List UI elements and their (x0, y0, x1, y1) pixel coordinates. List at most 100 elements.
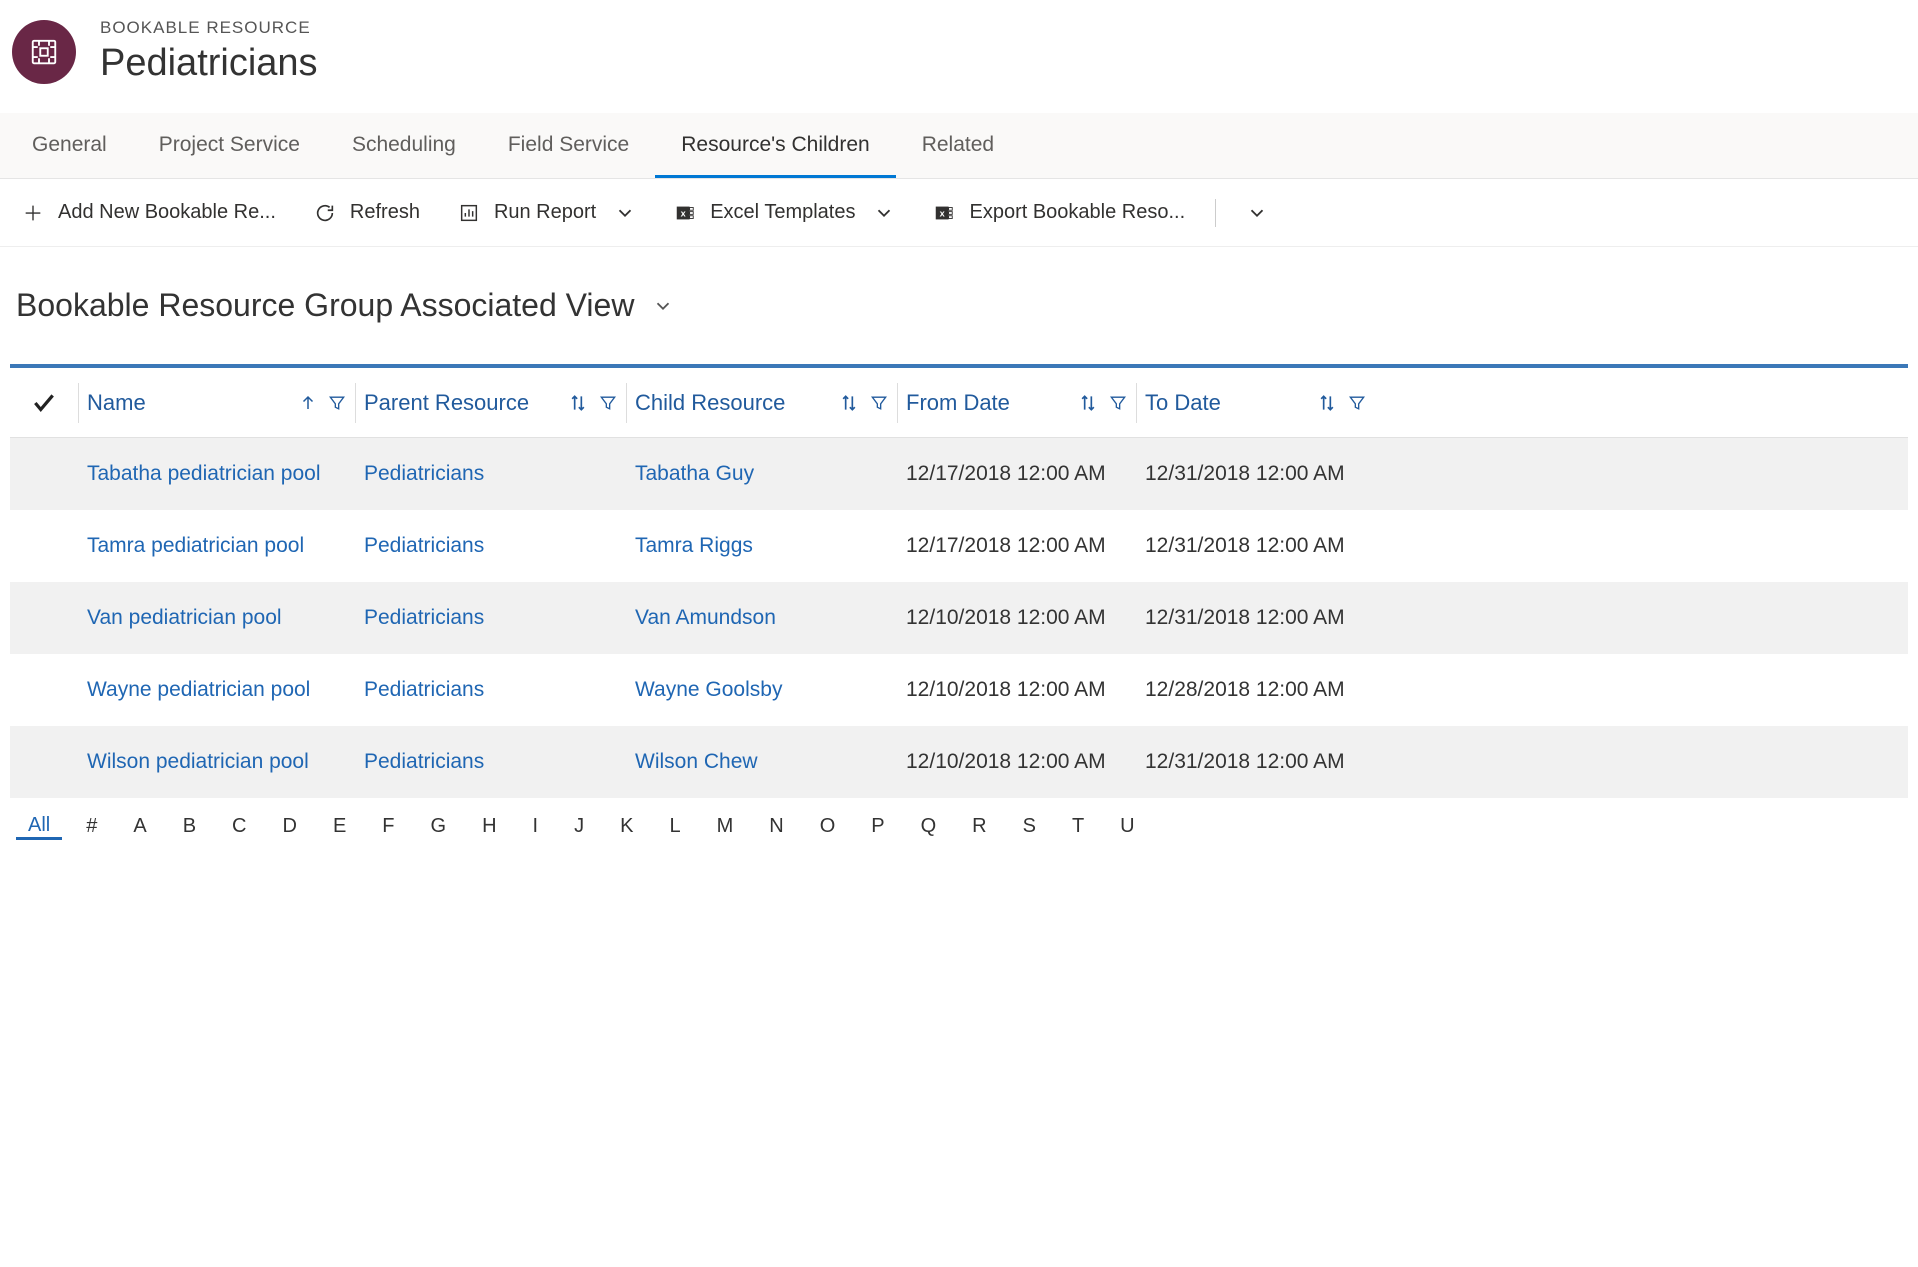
toolbar-separator (1215, 199, 1216, 227)
add-new-button[interactable]: Add New Bookable Re... (8, 195, 290, 230)
alpha-filter-g[interactable]: G (419, 813, 459, 840)
record-header: BOOKABLE RESOURCE Pediatricians (0, 0, 1918, 113)
alpha-filter-p[interactable]: P (859, 813, 896, 840)
table-row[interactable]: Tabatha pediatrician pool Pediatricians Ta… (10, 438, 1908, 510)
entity-name: Pediatricians (100, 42, 318, 85)
report-icon (458, 202, 480, 224)
alpha-filter-k[interactable]: K (608, 813, 645, 840)
cell-name-link[interactable]: Wilson pediatrician pool (87, 750, 309, 773)
cell-from-date: 12/10/2018 12:00 AM (906, 678, 1106, 701)
tab-project-service[interactable]: Project Service (133, 113, 326, 178)
cell-parent-link[interactable]: Pediatricians (364, 678, 484, 701)
refresh-button[interactable]: Refresh (300, 195, 434, 230)
alpha-filter-c[interactable]: C (220, 813, 258, 840)
alpha-filter-bar: All # ABCDEFGHIJKLMNOPQRSTU (0, 798, 1918, 848)
cell-parent-link[interactable]: Pediatricians (364, 606, 484, 629)
view-title: Bookable Resource Group Associated View (16, 287, 634, 324)
tab-scheduling[interactable]: Scheduling (326, 113, 482, 178)
cell-to-date: 12/31/2018 12:00 AM (1145, 750, 1345, 773)
excel-icon: x (933, 202, 955, 224)
cell-child-link[interactable]: Wilson Chew (635, 750, 758, 773)
alpha-filter-l[interactable]: L (657, 813, 692, 840)
chevron-down-icon (614, 202, 636, 224)
col-header-name[interactable]: Name (79, 368, 355, 437)
tab-related[interactable]: Related (896, 113, 1020, 178)
grid-header: Name Parent Resource Child Resource From… (10, 368, 1908, 438)
alpha-filter-i[interactable]: I (521, 813, 551, 840)
alpha-filter-a[interactable]: A (121, 813, 158, 840)
tab-field-service[interactable]: Field Service (482, 113, 655, 178)
alpha-filter-m[interactable]: M (705, 813, 746, 840)
tab-resource-s-children[interactable]: Resource's Children (655, 113, 895, 178)
cell-parent-link[interactable]: Pediatricians (364, 462, 484, 485)
more-commands-button[interactable] (1232, 196, 1282, 230)
refresh-icon (314, 202, 336, 224)
cell-name-link[interactable]: Tabatha pediatrician pool (87, 462, 321, 485)
cell-from-date: 12/10/2018 12:00 AM (906, 606, 1106, 629)
alpha-filter-#[interactable]: # (74, 813, 109, 840)
alpha-filter-b[interactable]: B (171, 813, 208, 840)
cell-parent-link[interactable]: Pediatricians (364, 534, 484, 557)
run-report-label: Run Report (494, 201, 596, 224)
tab-general[interactable]: General (6, 113, 133, 178)
alpha-filter-t[interactable]: T (1060, 813, 1096, 840)
export-label: Export Bookable Reso... (969, 201, 1185, 224)
col-header-label: Parent Resource (364, 390, 558, 416)
cell-to-date: 12/31/2018 12:00 AM (1145, 606, 1345, 629)
sort-icon (1078, 393, 1098, 413)
excel-templates-button[interactable]: x Excel Templates (660, 195, 909, 230)
alpha-filter-j[interactable]: J (562, 813, 596, 840)
cell-child-link[interactable]: Van Amundson (635, 606, 776, 629)
alpha-filter-n[interactable]: N (757, 813, 795, 840)
grid-body: Tabatha pediatrician poolPediatriciansTa… (10, 438, 1908, 798)
alpha-filter-r[interactable]: R (960, 813, 998, 840)
cell-name-link[interactable]: Van pediatrician pool (87, 606, 282, 629)
filter-icon[interactable] (1108, 393, 1128, 413)
export-button[interactable]: x Export Bookable Reso... (919, 195, 1199, 230)
table-row[interactable]: Wayne pediatrician pool Pediatricians Wayn… (10, 654, 1908, 726)
plus-icon (22, 202, 44, 224)
cell-name-link[interactable]: Tamra pediatrician pool (87, 534, 304, 557)
cell-child-link[interactable]: Tamra Riggs (635, 534, 753, 557)
cell-name-link[interactable]: Wayne pediatrician pool (87, 678, 310, 701)
filter-icon[interactable] (327, 393, 347, 413)
sort-icon (568, 393, 588, 413)
filter-icon[interactable] (869, 393, 889, 413)
col-header-label: To Date (1145, 390, 1307, 416)
cell-from-date: 12/17/2018 12:00 AM (906, 534, 1106, 557)
cell-from-date: 12/10/2018 12:00 AM (906, 750, 1106, 773)
entity-type-label: BOOKABLE RESOURCE (100, 18, 318, 38)
table-row[interactable]: Wilson pediatrician pool Pediatricians Wil… (10, 726, 1908, 798)
view-selector-chevron-icon[interactable] (652, 295, 674, 317)
table-row[interactable]: Van pediatrician pool Pediatricians Van Am… (10, 582, 1908, 654)
alpha-filter-u[interactable]: U (1108, 813, 1146, 840)
view-selector-row: Bookable Resource Group Associated View (0, 247, 1918, 364)
table-row[interactable]: Tamra pediatrician pool Pediatricians Tamr… (10, 510, 1908, 582)
chevron-down-icon (873, 202, 895, 224)
alpha-filter-s[interactable]: S (1011, 813, 1048, 840)
cell-from-date: 12/17/2018 12:00 AM (906, 462, 1106, 485)
alpha-filter-f[interactable]: F (370, 813, 406, 840)
col-header-child[interactable]: Child Resource (627, 368, 897, 437)
form-tabs: GeneralProject ServiceSchedulingField Se… (0, 113, 1918, 179)
select-all-checkbox[interactable] (10, 390, 78, 416)
filter-icon[interactable] (598, 393, 618, 413)
alpha-filter-h[interactable]: H (470, 813, 508, 840)
alpha-filter-q[interactable]: Q (909, 813, 949, 840)
cell-child-link[interactable]: Wayne Goolsby (635, 678, 782, 701)
run-report-button[interactable]: Run Report (444, 195, 650, 230)
cell-parent-link[interactable]: Pediatricians (364, 750, 484, 773)
col-header-to[interactable]: To Date (1137, 368, 1375, 437)
alpha-filter-o[interactable]: O (808, 813, 848, 840)
col-header-from[interactable]: From Date (898, 368, 1136, 437)
cell-child-link[interactable]: Tabatha Guy (635, 462, 754, 485)
filter-icon[interactable] (1347, 393, 1367, 413)
sort-asc-icon (299, 394, 317, 412)
alpha-filter-all[interactable]: All (16, 812, 62, 840)
col-header-parent[interactable]: Parent Resource (356, 368, 626, 437)
col-header-label: Child Resource (635, 390, 829, 416)
refresh-label: Refresh (350, 201, 420, 224)
alpha-filter-d[interactable]: D (271, 813, 309, 840)
excel-icon: x (674, 202, 696, 224)
alpha-filter-e[interactable]: E (321, 813, 358, 840)
